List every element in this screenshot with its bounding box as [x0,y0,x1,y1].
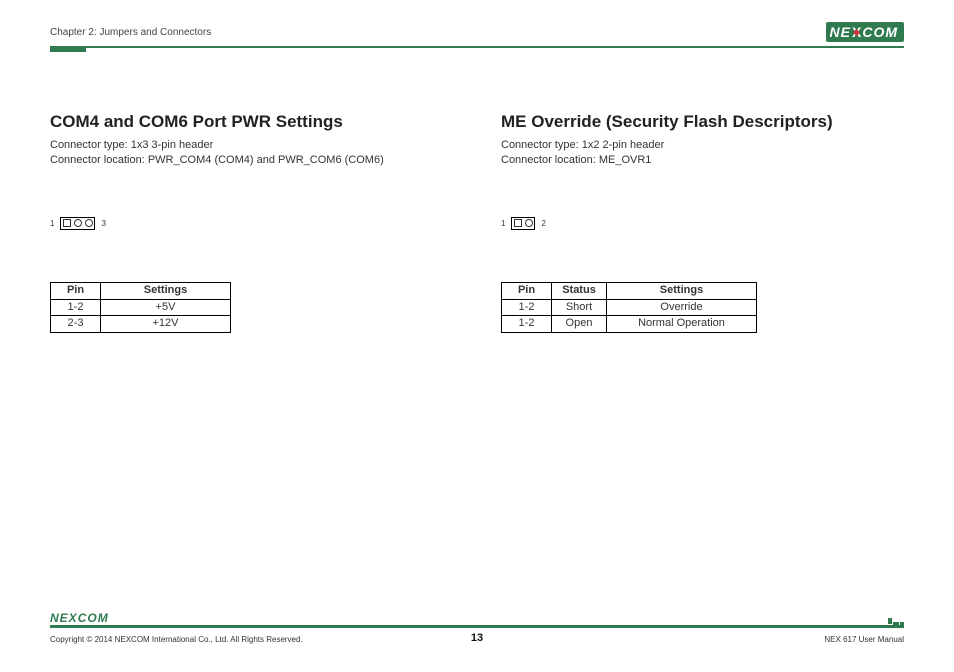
settings-table-right: Pin Status Settings 1-2 Short Override 1… [501,282,757,333]
cell-setting: +5V [101,299,231,316]
table-row: 1-2 Short Override [502,299,757,316]
col-header-status: Status [552,282,607,299]
cell-setting: +12V [101,316,231,333]
section-me-override: ME Override (Security Flash Descriptors)… [501,112,904,333]
cell-setting: Normal Operation [607,316,757,333]
brand-logo-top: NEXCOM [826,22,904,42]
pin-label-1: 1 [501,219,505,228]
pin-label-2: 2 [541,219,545,228]
col-header-settings: Settings [101,282,231,299]
cell-pin: 1-2 [502,316,552,333]
table-row: Pin Status Settings [502,282,757,299]
col-header-pin: Pin [502,282,552,299]
connector-type-right: Connector type: 1x2 2-pin header [501,138,904,153]
col-header-pin: Pin [51,282,101,299]
pin-diagram-right: 1 2 [501,217,904,230]
pin-header-2pin [511,217,535,230]
footer-rule [50,625,904,628]
pin-2-circle [525,219,533,227]
pin-1-square [514,219,522,227]
connector-location-left: Connector location: PWR_COM4 (COM4) and … [50,153,453,168]
pin-diagram-left: 1 3 [50,217,453,230]
pin-3-circle [85,219,93,227]
header-rule [50,46,904,48]
header-tab-accent [50,46,86,52]
table-row: 2-3 +12V [51,316,231,333]
connector-location-right: Connector location: ME_OVR1 [501,153,904,168]
cell-status: Open [552,316,607,333]
section-com4-com6: COM4 and COM6 Port PWR Settings Connecto… [50,112,453,333]
pin-2-circle [74,219,82,227]
cell-status: Short [552,299,607,316]
cell-pin: 1-2 [51,299,101,316]
section-title-right: ME Override (Security Flash Descriptors) [501,112,904,132]
chapter-title: Chapter 2: Jumpers and Connectors [50,27,211,38]
table-row: 1-2 Open Normal Operation [502,316,757,333]
cell-pin: 1-2 [502,299,552,316]
brand-logo-bottom: NEXCOM [50,611,109,625]
col-header-settings: Settings [607,282,757,299]
settings-table-left: Pin Settings 1-2 +5V 2-3 +12V [50,282,231,333]
pin-header-3pin [60,217,95,230]
table-row: 1-2 +5V [51,299,231,316]
pin-label-3: 3 [101,219,105,228]
connector-type-left: Connector type: 1x3 3-pin header [50,138,453,153]
pin-label-1: 1 [50,219,54,228]
page-number: 13 [0,632,954,644]
pin-1-square [63,219,71,227]
cell-pin: 2-3 [51,316,101,333]
section-title-left: COM4 and COM6 Port PWR Settings [50,112,453,132]
cell-setting: Override [607,299,757,316]
footer-ticks [888,622,904,628]
table-row: Pin Settings [51,282,231,299]
manual-name: NEX 617 User Manual [824,635,904,644]
